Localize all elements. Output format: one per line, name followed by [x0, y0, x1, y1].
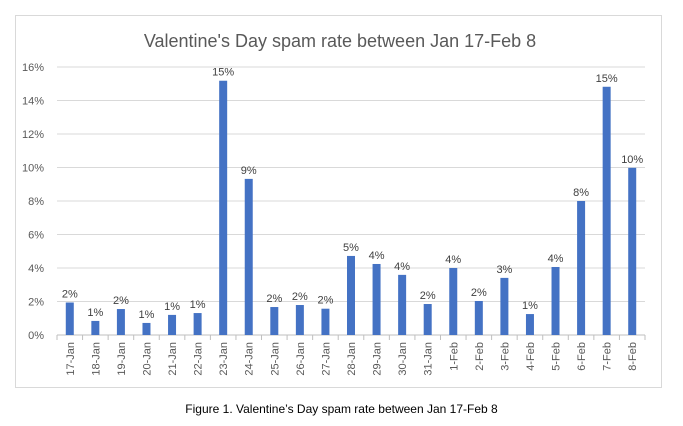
data-label: 2% — [317, 295, 333, 307]
data-label: 2% — [420, 290, 436, 302]
x-tick-label: 6-Feb — [576, 342, 588, 371]
x-tick-label: 24-Jan — [244, 342, 256, 376]
bar — [372, 263, 381, 335]
data-label: 3% — [496, 264, 512, 276]
data-label: 4% — [369, 250, 385, 262]
chart-title: Valentine's Day spam rate between Jan 17… — [144, 31, 536, 51]
bar — [500, 277, 509, 335]
y-tick-label: 4% — [28, 263, 44, 275]
data-label: 2% — [113, 295, 129, 307]
x-tick-label: 29-Jan — [372, 342, 384, 376]
x-tick-label: 31-Jan — [423, 342, 435, 376]
x-tick-label: 18-Jan — [90, 342, 102, 376]
x-tick-label: 22-Jan — [193, 342, 205, 376]
bar — [193, 313, 202, 335]
x-tick-label: 20-Jan — [141, 342, 153, 376]
y-tick-label: 10% — [22, 163, 44, 175]
bar — [602, 86, 611, 335]
bar-chart: Valentine's Day spam rate between Jan 17… — [22, 31, 646, 376]
bar — [347, 255, 355, 335]
data-label: 4% — [394, 261, 410, 273]
x-tick-label: 3-Feb — [499, 342, 511, 371]
bar — [116, 309, 125, 335]
chart-frame — [15, 15, 662, 388]
x-tick-label: 4-Feb — [525, 342, 537, 371]
bar — [423, 304, 432, 335]
x-tick-label: 5-Feb — [551, 342, 563, 371]
figure-caption: Figure 1. Valentine’s Day spam rate betw… — [185, 402, 498, 416]
data-label: 1% — [522, 300, 538, 312]
data-label: 10% — [621, 154, 643, 166]
data-label: 1% — [164, 301, 180, 313]
x-tick-label: 1-Feb — [448, 342, 460, 371]
data-label: 9% — [241, 165, 257, 177]
y-tick-label: 8% — [28, 196, 44, 208]
bar — [295, 305, 304, 335]
y-tick-label: 14% — [22, 96, 44, 108]
data-label: 4% — [445, 254, 461, 266]
data-label: 15% — [212, 67, 234, 79]
x-tick-label: 7-Feb — [602, 342, 614, 371]
x-tick-label: 30-Jan — [397, 342, 409, 376]
bar — [628, 167, 637, 335]
bar — [551, 266, 560, 335]
data-label: 1% — [190, 299, 206, 311]
bar — [321, 308, 330, 335]
data-label: 5% — [343, 242, 359, 254]
y-tick-label: 0% — [28, 330, 44, 342]
y-tick-label: 6% — [28, 230, 44, 242]
x-tick-label: 17-Jan — [65, 342, 77, 376]
data-label: 2% — [266, 293, 282, 305]
data-label: 2% — [292, 291, 308, 303]
bar — [91, 320, 100, 335]
y-tick-label: 12% — [22, 129, 44, 141]
bar — [168, 314, 177, 335]
data-label: 8% — [573, 187, 589, 199]
bar — [142, 322, 151, 335]
x-tick-label: 27-Jan — [320, 342, 332, 376]
y-tick-label: 2% — [28, 297, 44, 309]
bar — [474, 300, 483, 335]
bar — [577, 201, 586, 335]
x-tick-label: 8-Feb — [627, 342, 639, 371]
bar — [244, 178, 253, 335]
x-tick-label: 19-Jan — [116, 342, 128, 376]
data-label: 15% — [596, 73, 618, 85]
x-tick-label: 25-Jan — [269, 342, 281, 376]
bar — [449, 268, 458, 335]
x-tick-label: 26-Jan — [295, 342, 307, 376]
data-label: 2% — [471, 287, 487, 299]
bar — [65, 302, 74, 335]
x-tick-label: 21-Jan — [167, 342, 179, 376]
x-tick-label: 2-Feb — [474, 342, 486, 371]
data-label: 1% — [87, 307, 103, 319]
bar — [398, 274, 407, 335]
bar — [270, 307, 279, 335]
x-tick-label: 28-Jan — [346, 342, 358, 376]
bar — [525, 314, 534, 335]
x-tick-label: 23-Jan — [218, 342, 230, 376]
data-label: 4% — [548, 253, 564, 265]
data-label: 2% — [62, 289, 78, 301]
bar — [219, 80, 228, 335]
y-tick-label: 16% — [22, 62, 44, 74]
data-label: 1% — [139, 309, 155, 321]
